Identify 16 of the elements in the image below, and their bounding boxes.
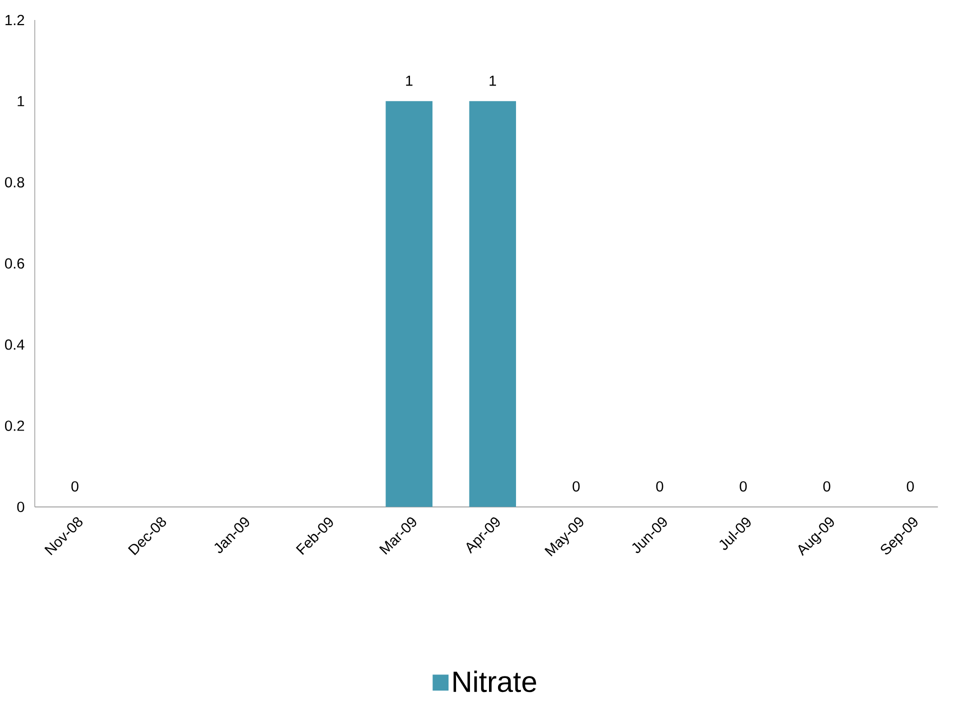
data-label: 1	[490, 76, 496, 86]
y-tick-label: 0.8	[5, 177, 24, 188]
y-tick-label: 1	[18, 96, 24, 106]
y-tick-label: 0	[17, 502, 24, 512]
y-tick-label: 0.6	[5, 258, 24, 269]
y-tick-label: 1.2	[6, 15, 24, 26]
data-label: 0	[71, 481, 78, 492]
data-label: 1	[406, 76, 412, 86]
y-tick-label: 0.4	[5, 340, 24, 350]
data-label: 0	[572, 481, 580, 492]
data-label: 0	[823, 481, 830, 492]
legend-label: Nitrate	[454, 670, 536, 692]
data-label: 0	[906, 481, 914, 492]
data-label: 0	[740, 481, 747, 492]
data-label: 0	[656, 481, 664, 492]
y-tick-label: 0.2	[5, 420, 24, 432]
